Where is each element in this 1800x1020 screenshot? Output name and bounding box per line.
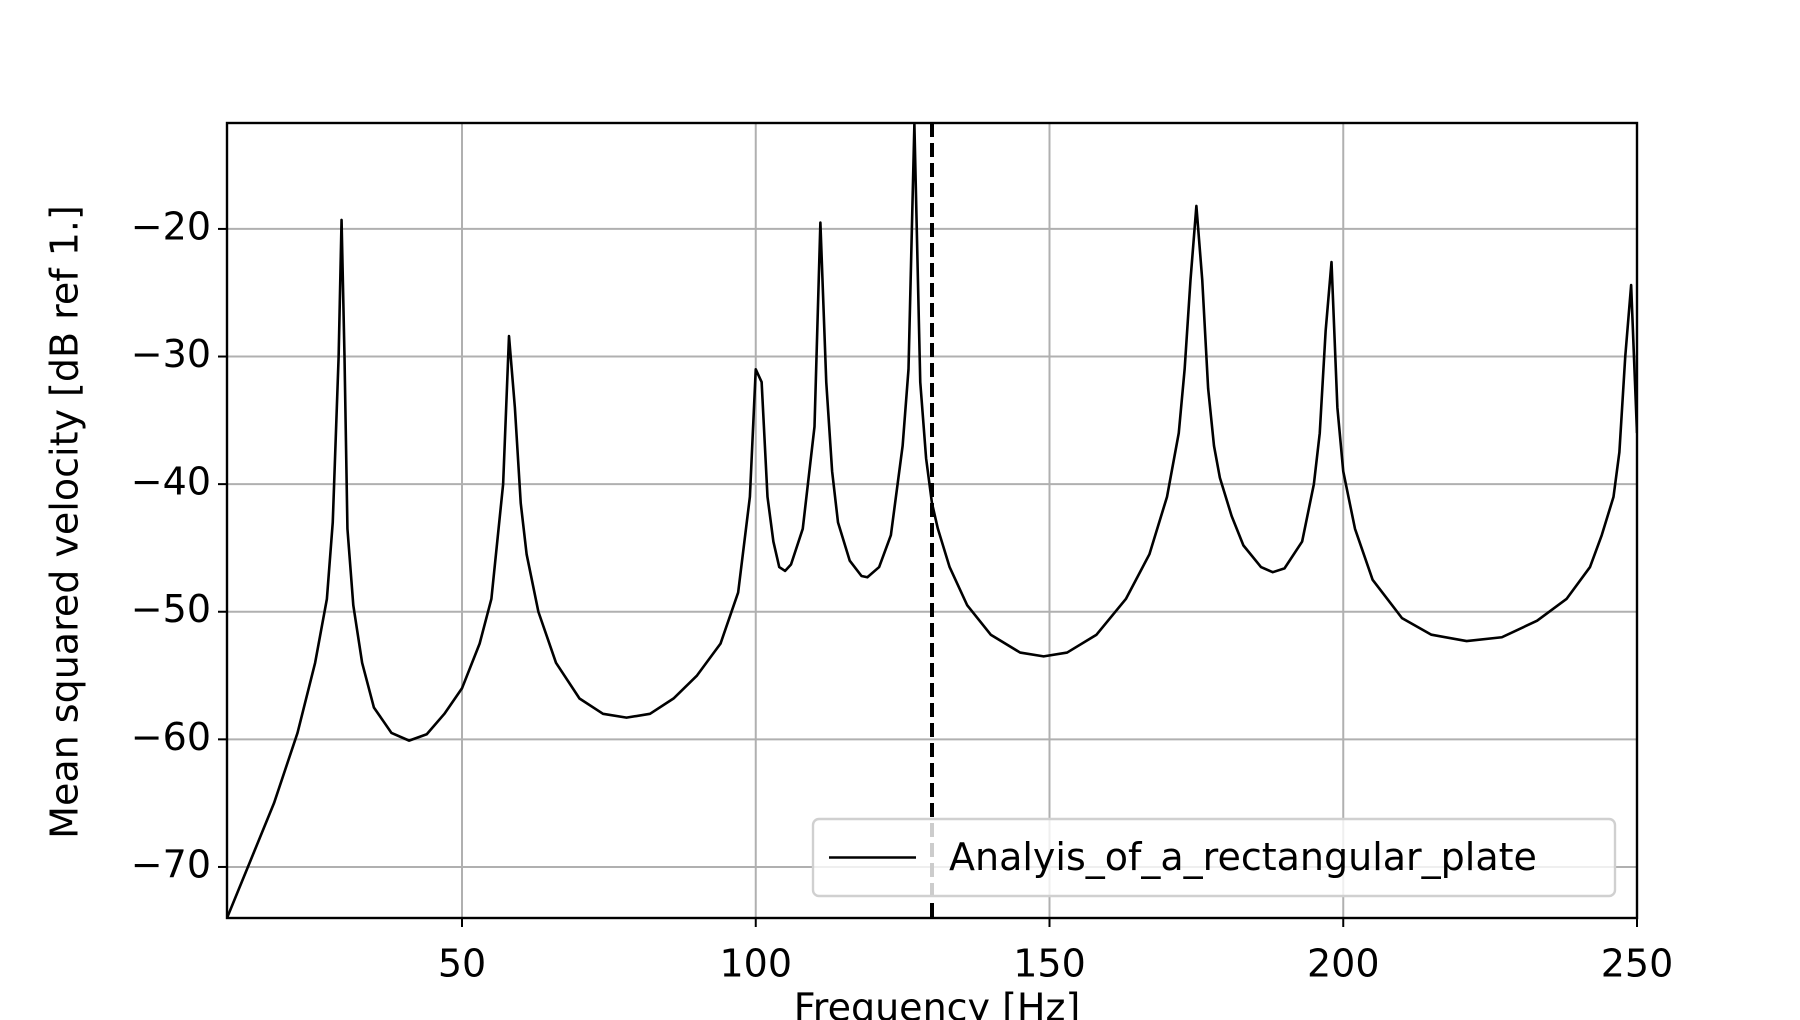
legend-box	[811, 817, 1617, 898]
x-tick-label: 150	[1013, 942, 1086, 986]
y-tick-label: −60	[131, 715, 211, 759]
y-tick-label: −20	[131, 204, 211, 248]
x-tick-label: 250	[1601, 942, 1674, 986]
y-tick-label: −30	[131, 332, 211, 376]
x-tick-label: 100	[719, 942, 792, 986]
x-tick-label: 50	[438, 942, 486, 986]
y-tick-label: −40	[131, 460, 211, 504]
legend-label: Analyis_of_a_rectangular_plate	[949, 835, 1537, 879]
x-tick-label: 200	[1307, 942, 1380, 986]
plot-frame	[225, 121, 1639, 920]
x-axis-label: Frequency [Hz]	[794, 986, 1081, 1020]
y-tick-label: −70	[131, 842, 211, 886]
y-tick-label: −50	[131, 587, 211, 631]
y-axis-label: Mean squared velocity [dB ref 1.]	[43, 205, 87, 839]
data-line	[227, 123, 1637, 918]
